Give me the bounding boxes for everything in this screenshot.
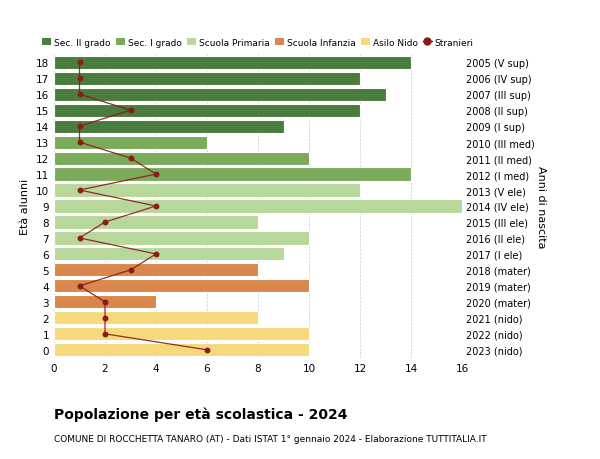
Bar <box>54 56 411 70</box>
Bar <box>54 89 386 101</box>
Bar <box>54 328 309 341</box>
Bar <box>54 280 309 293</box>
Point <box>74 187 84 194</box>
Point <box>74 235 84 242</box>
Point <box>74 91 84 99</box>
Bar <box>54 264 258 277</box>
Text: COMUNE DI ROCCHETTA TANARO (AT) - Dati ISTAT 1° gennaio 2024 - Elaborazione TUTT: COMUNE DI ROCCHETTA TANARO (AT) - Dati I… <box>54 434 487 443</box>
Bar <box>54 168 411 181</box>
Bar <box>54 184 360 197</box>
Text: Popolazione per età scolastica - 2024: Popolazione per età scolastica - 2024 <box>54 406 347 421</box>
Point <box>100 330 110 338</box>
Point <box>126 155 136 162</box>
Y-axis label: Anni di nascita: Anni di nascita <box>536 165 546 248</box>
Point <box>74 283 84 290</box>
Bar <box>54 73 360 85</box>
Bar <box>54 343 309 357</box>
Legend: Sec. II grado, Sec. I grado, Scuola Primaria, Scuola Infanzia, Asilo Nido, Stran: Sec. II grado, Sec. I grado, Scuola Prim… <box>43 39 473 48</box>
Point <box>74 123 84 130</box>
Bar <box>54 312 258 325</box>
Bar <box>54 120 284 134</box>
Bar <box>54 152 309 165</box>
Point <box>74 59 84 67</box>
Point <box>74 139 84 146</box>
Point <box>151 203 161 210</box>
Point <box>74 75 84 83</box>
Point <box>126 267 136 274</box>
Bar <box>54 136 207 149</box>
Bar <box>54 232 309 245</box>
Point <box>151 251 161 258</box>
Point <box>100 314 110 322</box>
Y-axis label: Età alunni: Età alunni <box>20 179 31 235</box>
Bar <box>54 296 156 309</box>
Bar <box>54 200 462 213</box>
Bar <box>54 104 360 118</box>
Point <box>202 347 212 354</box>
Point <box>126 107 136 115</box>
Bar <box>54 216 258 229</box>
Point <box>100 298 110 306</box>
Bar <box>54 248 284 261</box>
Point <box>151 171 161 179</box>
Point <box>100 219 110 226</box>
